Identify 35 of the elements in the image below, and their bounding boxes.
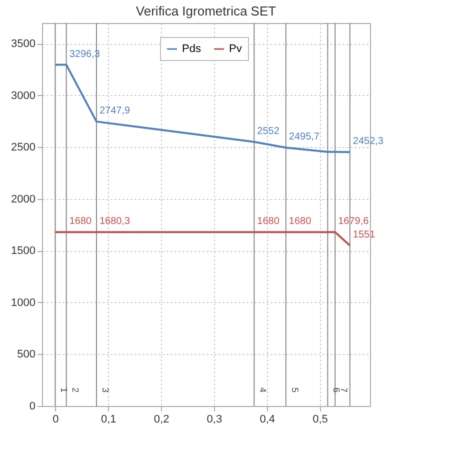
y-tick-label: 0 <box>29 400 36 412</box>
x-tick-label: 0,1 <box>100 414 116 426</box>
line-series <box>54 231 351 246</box>
x-tick-label: 0,4 <box>260 414 275 426</box>
x-tick-label: 0,2 <box>154 414 170 426</box>
y-tick-label: 3000 <box>11 90 36 102</box>
data-label: 1680 <box>69 216 92 228</box>
y-tick-label: 3500 <box>11 38 36 50</box>
x-tick-label: 0,5 <box>312 414 328 426</box>
data-label: 2747,9 <box>99 106 131 117</box>
chart-title: Verifica Igrometrica SET <box>136 4 276 18</box>
annotation: 5 <box>290 387 300 393</box>
data-label: 2452,3 <box>352 136 384 148</box>
y-tick-label: 1000 <box>11 296 36 309</box>
legend-label: Pv <box>229 43 242 55</box>
annotation: 7 <box>339 387 350 393</box>
annotation: 6 <box>332 387 342 393</box>
data-label: 1680 <box>288 216 312 228</box>
y-tick-label: 2500 <box>11 142 36 154</box>
annotation: 2 <box>70 387 80 393</box>
annotation: 3 <box>100 387 110 393</box>
data-label: 2552 <box>257 126 280 137</box>
x-tick-label: 0,3 <box>206 414 222 426</box>
data-label: 1680 <box>257 216 280 228</box>
annotation: 4 <box>258 387 268 393</box>
data-label: 1680,3 <box>99 216 131 228</box>
data-label: 2495,7 <box>288 132 320 143</box>
line-series <box>54 64 351 154</box>
legend-label: Pds <box>182 43 202 55</box>
annotation: 1 <box>59 387 70 393</box>
data-label: 1551 <box>352 229 376 240</box>
y-tick-label: 2000 <box>11 193 36 206</box>
y-tick-label: 1500 <box>11 245 36 258</box>
x-tick-label: 0 <box>52 414 59 426</box>
y-tick-label: 500 <box>17 348 36 361</box>
